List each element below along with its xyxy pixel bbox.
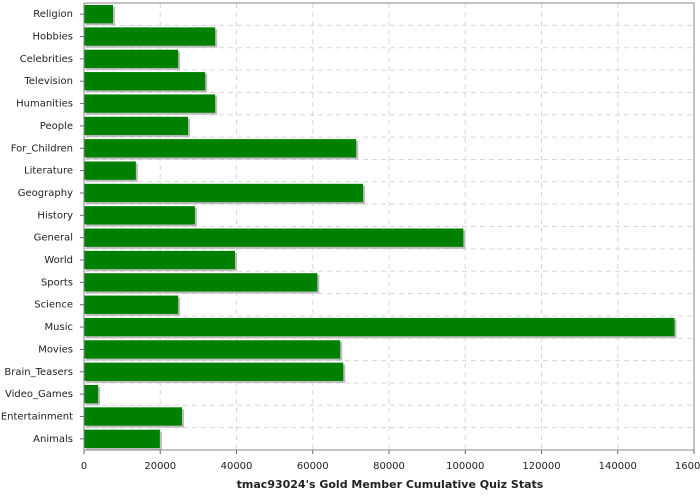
y-tick-label: Movies	[38, 344, 73, 355]
bar	[84, 273, 318, 292]
x-tick-label: 60000	[297, 461, 329, 472]
bar	[84, 340, 341, 359]
bar	[84, 228, 464, 247]
y-tick-label: World	[44, 255, 73, 266]
bar	[84, 362, 344, 381]
bar	[84, 116, 189, 136]
bar	[84, 27, 216, 46]
y-tick-label: Celebrities	[20, 54, 73, 65]
x-tick-label: 20000	[144, 461, 176, 472]
y-tick-label: General	[34, 233, 73, 244]
bar	[84, 317, 675, 337]
bar	[84, 407, 182, 426]
bar	[84, 384, 99, 404]
y-tick-label: Religion	[33, 9, 73, 20]
x-tick-label: 120000	[522, 461, 560, 472]
y-tick-label: Hobbies	[33, 32, 73, 43]
bar	[84, 94, 216, 113]
bar	[84, 183, 364, 203]
y-tick-label: Music	[45, 322, 73, 333]
bar	[84, 250, 235, 270]
bar	[84, 161, 136, 180]
bar	[84, 206, 195, 225]
x-tick-label: 140000	[599, 461, 637, 472]
y-tick-label: Humanities	[16, 99, 73, 110]
y-tick-label: For_Children	[11, 143, 73, 154]
y-tick-label: Sports	[41, 277, 73, 288]
y-tick-label: Entertainment	[1, 411, 73, 422]
x-tick-label: 160000	[675, 461, 700, 472]
bar	[84, 139, 357, 158]
x-tick-label: 100000	[446, 461, 484, 472]
y-tick-label: History	[37, 210, 73, 221]
y-tick-label: Brain_Teasers	[4, 367, 73, 378]
y-tick-label: People	[40, 121, 73, 132]
y-tick-label: Literature	[24, 166, 73, 177]
y-tick-label: Video_Games	[5, 389, 73, 400]
chart-title: tmac93024's Gold Member Cumulative Quiz …	[237, 478, 544, 491]
x-tick-label: 0	[81, 461, 87, 472]
y-tick-label: Science	[34, 300, 73, 311]
bar	[84, 49, 179, 69]
x-tick-label: 80000	[373, 461, 405, 472]
y-tick-label: Television	[23, 76, 73, 87]
y-tick-label: Animals	[33, 434, 73, 445]
bar	[84, 295, 179, 314]
bar	[84, 5, 113, 24]
bar	[84, 429, 160, 448]
bar	[84, 72, 206, 91]
x-tick-label: 40000	[221, 461, 253, 472]
plot-border	[83, 2, 695, 451]
y-tick-label: Geography	[18, 188, 73, 199]
